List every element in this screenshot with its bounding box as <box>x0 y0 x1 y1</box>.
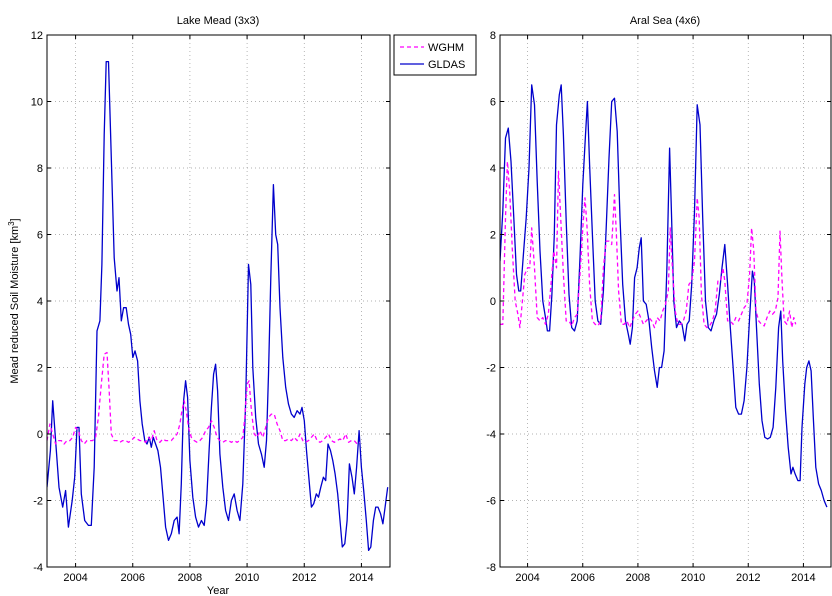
series-group-aral-sea <box>500 84 828 508</box>
x-tick-label-aral-sea: 2012 <box>736 572 760 584</box>
y-tick-label-aral-sea: -4 <box>486 429 496 441</box>
x-tick-label-lake-mead: 2006 <box>121 572 145 584</box>
series-line-wghm-aral-sea <box>500 160 797 329</box>
y-axis-label-end: ] <box>9 218 21 221</box>
y-tick-label-lake-mead: -2 <box>33 496 43 508</box>
y-tick-label-aral-sea: -6 <box>486 496 496 508</box>
x-tick-label-lake-mead: 2010 <box>235 572 259 584</box>
grid-lake-mead <box>47 35 390 567</box>
x-tick-label-lake-mead: 2012 <box>292 572 316 584</box>
series-group-lake-mead <box>47 60 389 552</box>
y-tick-label-aral-sea: -2 <box>486 363 496 375</box>
legend: WGHM GLDAS <box>393 34 477 76</box>
aral-sea-chart: Aral Sea (4x6) 2004 2006 2008 2010 2012 2014 -… <box>486 15 832 584</box>
grid-aral-sea <box>500 35 831 567</box>
y-axis-label-superscript: 3 <box>7 221 16 226</box>
ticks-aral-sea: 2004 2006 2008 2010 2012 2014 -8 -6 -4 -2 0 2 4 6 8 <box>486 30 831 584</box>
y-tick-label-aral-sea: 8 <box>490 30 496 42</box>
y-tick-label-lake-mead: 2 <box>37 363 43 375</box>
chart-title-aral-sea: Aral Sea (4x6) <box>630 15 700 27</box>
chart-title-lake-mead: Lake Mead (3x3) <box>177 15 260 27</box>
x-tick-label-lake-mead: 2004 <box>63 572 87 584</box>
x-tick-label-aral-sea: 2006 <box>571 572 595 584</box>
x-tick-label-aral-sea: 2014 <box>791 572 815 584</box>
y-tick-label-lake-mead: 0 <box>37 429 43 441</box>
y-axis-label-lake-mead: Mead reduced Soil Moisture [km3] <box>7 218 21 383</box>
x-axis-label-lake-mead: Year <box>207 585 230 596</box>
y-tick-label-aral-sea: 2 <box>490 230 496 242</box>
ticks-lake-mead: 2004 2006 2008 2010 2012 2014 -4 -2 0 2 4 6 8 10 12 <box>31 30 390 584</box>
legend-label-gldas: GLDAS <box>428 59 465 71</box>
x-tick-label-aral-sea: 2010 <box>681 572 705 584</box>
y-tick-label-lake-mead: 8 <box>37 163 43 175</box>
legend-label-wghm: WGHM <box>428 42 464 54</box>
series-line-gldas-aral-sea <box>500 84 828 508</box>
y-tick-label-aral-sea: 0 <box>490 296 496 308</box>
y-tick-label-lake-mead: -4 <box>33 562 43 574</box>
y-tick-label-aral-sea: 4 <box>490 163 496 175</box>
y-axis-label-text: Mead reduced Soil Moisture [km <box>9 226 21 384</box>
x-tick-label-aral-sea: 2008 <box>626 572 650 584</box>
y-tick-label-lake-mead: 6 <box>37 230 43 242</box>
x-tick-label-aral-sea: 2004 <box>515 572 539 584</box>
y-tick-label-lake-mead: 12 <box>31 30 43 42</box>
series-line-wghm-lake-mead <box>47 351 361 445</box>
plot-area-lake-mead <box>47 35 390 567</box>
x-tick-label-lake-mead: 2014 <box>349 572 373 584</box>
y-tick-label-lake-mead: 10 <box>31 97 43 109</box>
x-tick-label-lake-mead: 2008 <box>178 572 202 584</box>
y-tick-label-lake-mead: 4 <box>37 296 43 308</box>
y-tick-label-aral-sea: -8 <box>486 562 496 574</box>
y-tick-label-aral-sea: 6 <box>490 97 496 109</box>
legend-box <box>393 34 477 76</box>
series-line-gldas-lake-mead <box>47 60 389 552</box>
lake-mead-chart: Lake Mead (3x3) 2004 2006 2008 2010 2012 2014… <box>7 15 391 596</box>
